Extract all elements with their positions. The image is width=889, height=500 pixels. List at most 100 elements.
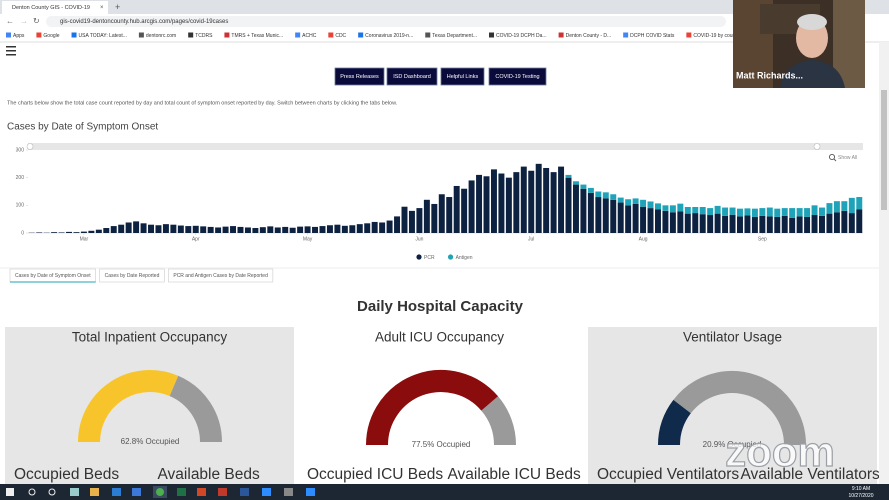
- clock-time: 9:10 AM: [852, 486, 870, 492]
- bar: [446, 197, 453, 233]
- bar: [617, 197, 624, 203]
- bookmark-icon: [489, 32, 495, 38]
- gauge-title: Adult ICU Occupancy: [375, 330, 504, 345]
- bookmark[interactable]: Google: [43, 33, 59, 39]
- bar: [110, 226, 117, 233]
- bookmark[interactable]: Texas Department...: [432, 33, 477, 39]
- bar: [595, 191, 602, 198]
- chart-tab[interactable]: [168, 268, 274, 283]
- bookmark[interactable]: USA TODAY: Latest...: [79, 33, 127, 39]
- range-slider[interactable]: [28, 143, 863, 150]
- scrollbar[interactable]: [879, 42, 889, 484]
- bar: [252, 228, 259, 233]
- gauge-remainder: [480, 396, 516, 446]
- hamburger-menu[interactable]: [6, 46, 16, 56]
- bar: [103, 228, 110, 233]
- bar: [811, 205, 818, 216]
- nav-button[interactable]: [386, 67, 438, 86]
- legend-label[interactable]: PCR: [424, 255, 435, 261]
- bar: [274, 227, 281, 233]
- chart-tabs: Cases by Date of Symptom Onset Cases by D…: [9, 268, 274, 283]
- bar: [833, 212, 840, 233]
- bar: [379, 222, 386, 233]
- x-tick-label: Sep: [758, 236, 767, 242]
- bar: [781, 215, 788, 233]
- gauge-value-label: 77.5% Occupied: [412, 440, 471, 449]
- gauge-remainder: [169, 375, 222, 443]
- show-all[interactable]: Show All: [838, 155, 857, 161]
- bar: [177, 225, 184, 233]
- back-button[interactable]: ←: [6, 17, 14, 26]
- bookmark[interactable]: dentonrc.com: [146, 33, 176, 39]
- bar: [587, 187, 594, 193]
- bar: [453, 185, 460, 233]
- bar: [476, 174, 483, 233]
- slider-handle[interactable]: [26, 143, 34, 150]
- bar: [282, 226, 289, 233]
- forward-button[interactable]: →: [20, 17, 28, 26]
- bookmark[interactable]: TMRS + Texas Munic...: [231, 33, 283, 39]
- bar: [580, 188, 587, 233]
- bookmark[interactable]: COVID-19 by county: [693, 33, 739, 39]
- bookmark[interactable]: Coronavirus 2019-n...: [365, 33, 413, 39]
- bar: [334, 224, 341, 233]
- bookmark-icon: [295, 32, 301, 38]
- chart-tab-label: PCR and Antigen Cases by Date Reported: [173, 273, 268, 279]
- bar: [632, 203, 639, 233]
- bookmark[interactable]: Apps: [13, 33, 25, 39]
- bar: [692, 206, 699, 214]
- bookmark-icon: [328, 32, 334, 38]
- gauge-panel: [5, 327, 294, 484]
- bar: [722, 207, 729, 216]
- bookmark-icon: [623, 32, 629, 38]
- tab-close[interactable]: ×: [100, 5, 104, 11]
- bar: [692, 213, 699, 233]
- gauge-panel: [298, 327, 581, 484]
- bookmark[interactable]: TCDRS: [195, 33, 213, 39]
- bar: [468, 180, 475, 233]
- bar: [625, 205, 632, 233]
- slider-handle[interactable]: [813, 143, 821, 150]
- new-tab[interactable]: +: [115, 2, 120, 12]
- bar: [155, 225, 162, 233]
- nav-button[interactable]: [440, 67, 485, 86]
- bar: [789, 208, 796, 218]
- nav-button-label: ISD Dashboard: [393, 74, 431, 80]
- bar: [796, 216, 803, 233]
- bookmark-icon: [558, 32, 564, 38]
- bar: [572, 181, 579, 185]
- bookmark[interactable]: DCPH COVID Stats: [630, 33, 675, 39]
- chart-tab[interactable]: [99, 268, 165, 283]
- zoom-watermark: zoom: [725, 428, 835, 475]
- legend-label[interactable]: Antigen: [456, 255, 473, 261]
- bar: [222, 226, 229, 233]
- zoom-icon[interactable]: [828, 153, 837, 162]
- bar: [297, 226, 304, 233]
- bookmark[interactable]: COVID-19 DCPH Da...: [496, 33, 547, 39]
- bar: [66, 231, 72, 233]
- address-bar[interactable]: [46, 16, 726, 27]
- bookmark[interactable]: ACHC: [302, 33, 317, 39]
- bar: [669, 205, 676, 213]
- reload-button[interactable]: ↻: [33, 17, 40, 26]
- bar: [766, 216, 773, 233]
- bar: [51, 232, 58, 233]
- bar: [304, 226, 311, 233]
- bar: [699, 214, 706, 233]
- bar: [774, 208, 781, 217]
- bar: [207, 226, 214, 233]
- bar: [654, 203, 661, 210]
- bookmark-icon: [36, 32, 42, 38]
- nav-button[interactable]: [334, 67, 385, 86]
- bar: [737, 208, 743, 217]
- bookmark[interactable]: CDC: [335, 33, 346, 39]
- scroll-thumb[interactable]: [881, 90, 887, 210]
- gauge-legend: Available ICU Beds: [448, 466, 582, 483]
- bar: [848, 213, 855, 233]
- taskbar-icons: [6, 486, 315, 498]
- bar: [237, 226, 244, 233]
- nav-button[interactable]: [488, 67, 547, 86]
- bar: [73, 232, 80, 233]
- bookmark[interactable]: Denton County - D...: [566, 33, 612, 39]
- active-tab[interactable]: [2, 1, 108, 14]
